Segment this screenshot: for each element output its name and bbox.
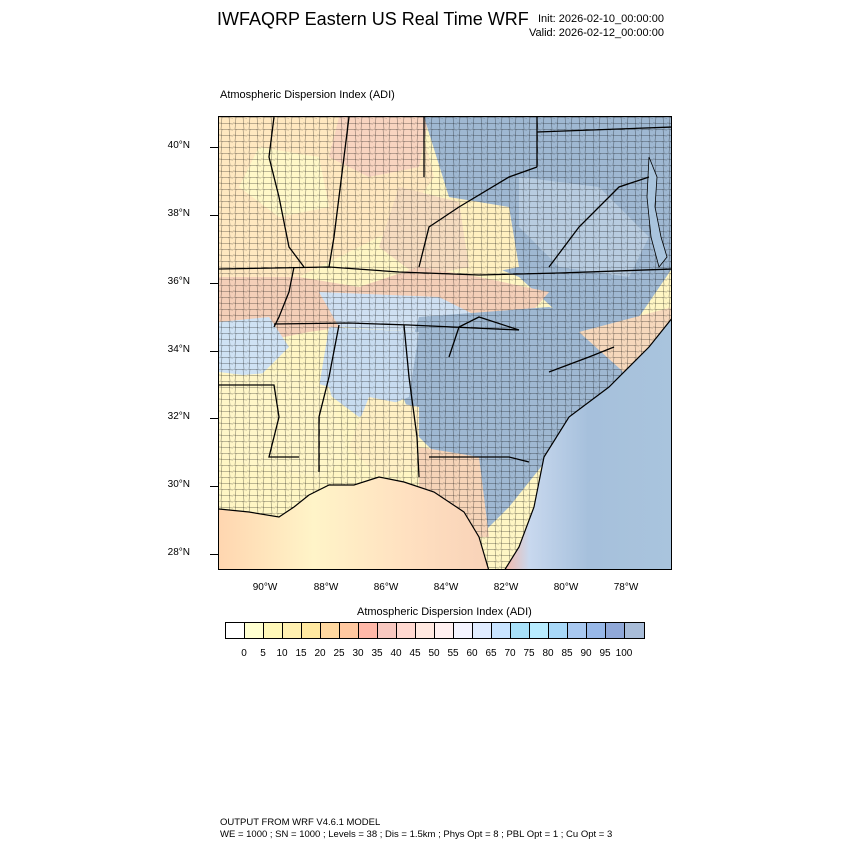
colorbar-label: 0 — [241, 648, 247, 659]
longitude-label: 86°W — [373, 582, 399, 593]
colorbar-swatch — [530, 623, 549, 638]
colorbar-label: 10 — [276, 648, 288, 659]
colorbar-label: 35 — [371, 648, 383, 659]
colorbar-label: 45 — [409, 648, 421, 659]
colorbar-label: 55 — [447, 648, 459, 659]
latitude-label: 32°N — [167, 411, 190, 422]
colorbar-label: 60 — [466, 648, 478, 659]
colorbar-swatch — [454, 623, 473, 638]
colorbar-swatch — [359, 623, 378, 638]
latitude-tick — [210, 147, 218, 148]
latitude-label: 38°N — [167, 208, 190, 219]
colorbar-label: 85 — [561, 648, 573, 659]
colorbar-swatch — [226, 623, 245, 638]
latitude-tick — [210, 418, 218, 419]
latitude-label: 28°N — [167, 547, 190, 558]
map-title: Atmospheric Dispersion Index (ADI) — [220, 89, 395, 101]
colorbar-label: 80 — [542, 648, 554, 659]
colorbar-swatch — [302, 623, 321, 638]
latitude-tick — [210, 351, 218, 352]
valid-time: Valid: 2026-02-12_00:00:00 — [529, 27, 664, 39]
colorbar-labels: 0 5 10 15 20 25 30 35 40 45 50 55 60 65 70 75 80 85 90 95 10… — [0, 648, 850, 662]
longitude-axis: 90°W 88°W 86°W 84°W 82°W 80°W 78°W — [0, 582, 850, 602]
colorbar-swatch — [511, 623, 530, 638]
colorbar-swatch — [587, 623, 606, 638]
colorbar-swatch — [549, 623, 568, 638]
colorbar-swatch — [606, 623, 625, 638]
gulf-of-mexico — [219, 477, 489, 569]
colorbar-label: 90 — [580, 648, 592, 659]
model-footer: OUTPUT FROM WRF V4.6.1 MODEL WE = 1000 ;… — [220, 817, 612, 841]
colorbar-swatch — [492, 623, 511, 638]
latitude-label: 30°N — [167, 479, 190, 490]
latitude-label: 36°N — [167, 276, 190, 287]
county-lines — [219, 117, 671, 569]
colorbar-label: 50 — [428, 648, 440, 659]
colorbar-swatch — [397, 623, 416, 638]
colorbar-label: 20 — [314, 648, 326, 659]
colorbar-swatch — [473, 623, 492, 638]
colorbar-title: Atmospheric Dispersion Index (ADI) — [357, 606, 532, 618]
latitude-tick — [210, 554, 218, 555]
latitude-axis: 40°N 38°N 36°N 34°N 32°N 30°N 28°N — [150, 0, 218, 850]
coastline — [219, 318, 671, 569]
colorbar-swatch — [625, 623, 644, 638]
init-time: Init: 2026-02-10_00:00:00 — [537, 13, 664, 25]
main-title: IWFAQRP Eastern US Real Time WRF — [217, 9, 529, 29]
longitude-label: 78°W — [613, 582, 639, 593]
colorbar-label: 30 — [352, 648, 364, 659]
chesapeake-bay — [646, 156, 668, 268]
longitude-label: 88°W — [313, 582, 339, 593]
state-borders — [219, 117, 671, 478]
latitude-label: 40°N — [167, 140, 190, 151]
run-time-info: Init: 2026-02-10_00:00:00 Valid: 2026-02… — [529, 12, 664, 40]
latitude-tick — [210, 215, 218, 216]
colorbar-swatch — [283, 623, 302, 638]
latitude-tick — [210, 283, 218, 284]
colorbar-label: 75 — [523, 648, 535, 659]
colorbar-swatch — [321, 623, 340, 638]
colorbar-swatch — [264, 623, 283, 638]
longitude-label: 84°W — [433, 582, 459, 593]
longitude-label: 80°W — [553, 582, 579, 593]
longitude-label: 82°W — [493, 582, 519, 593]
latitude-label: 34°N — [167, 344, 190, 355]
colorbar-label: 100 — [615, 648, 633, 659]
colorbar — [225, 622, 645, 639]
colorbar-swatch — [416, 623, 435, 638]
map-panel — [218, 116, 672, 570]
longitude-label: 90°W — [252, 582, 278, 593]
atlantic-ocean — [505, 319, 671, 569]
colorbar-swatch — [378, 623, 397, 638]
footer-config-line: WE = 1000 ; SN = 1000 ; Levels = 38 ; Di… — [220, 829, 613, 840]
colorbar-label: 70 — [504, 648, 516, 659]
colorbar-label: 15 — [295, 648, 307, 659]
colorbar-swatch — [435, 623, 454, 638]
colorbar-label: 65 — [485, 648, 497, 659]
colorbar-label: 5 — [260, 648, 266, 659]
colorbar-swatch — [340, 623, 359, 638]
latitude-tick — [210, 486, 218, 487]
colorbar-label: 40 — [390, 648, 402, 659]
footer-model-line: OUTPUT FROM WRF V4.6.1 MODEL — [220, 817, 381, 828]
colorbar-label: 25 — [333, 648, 345, 659]
colorbar-swatch — [568, 623, 587, 638]
adi-map — [219, 117, 671, 569]
colorbar-label: 95 — [599, 648, 611, 659]
colorbar-swatch — [245, 623, 264, 638]
